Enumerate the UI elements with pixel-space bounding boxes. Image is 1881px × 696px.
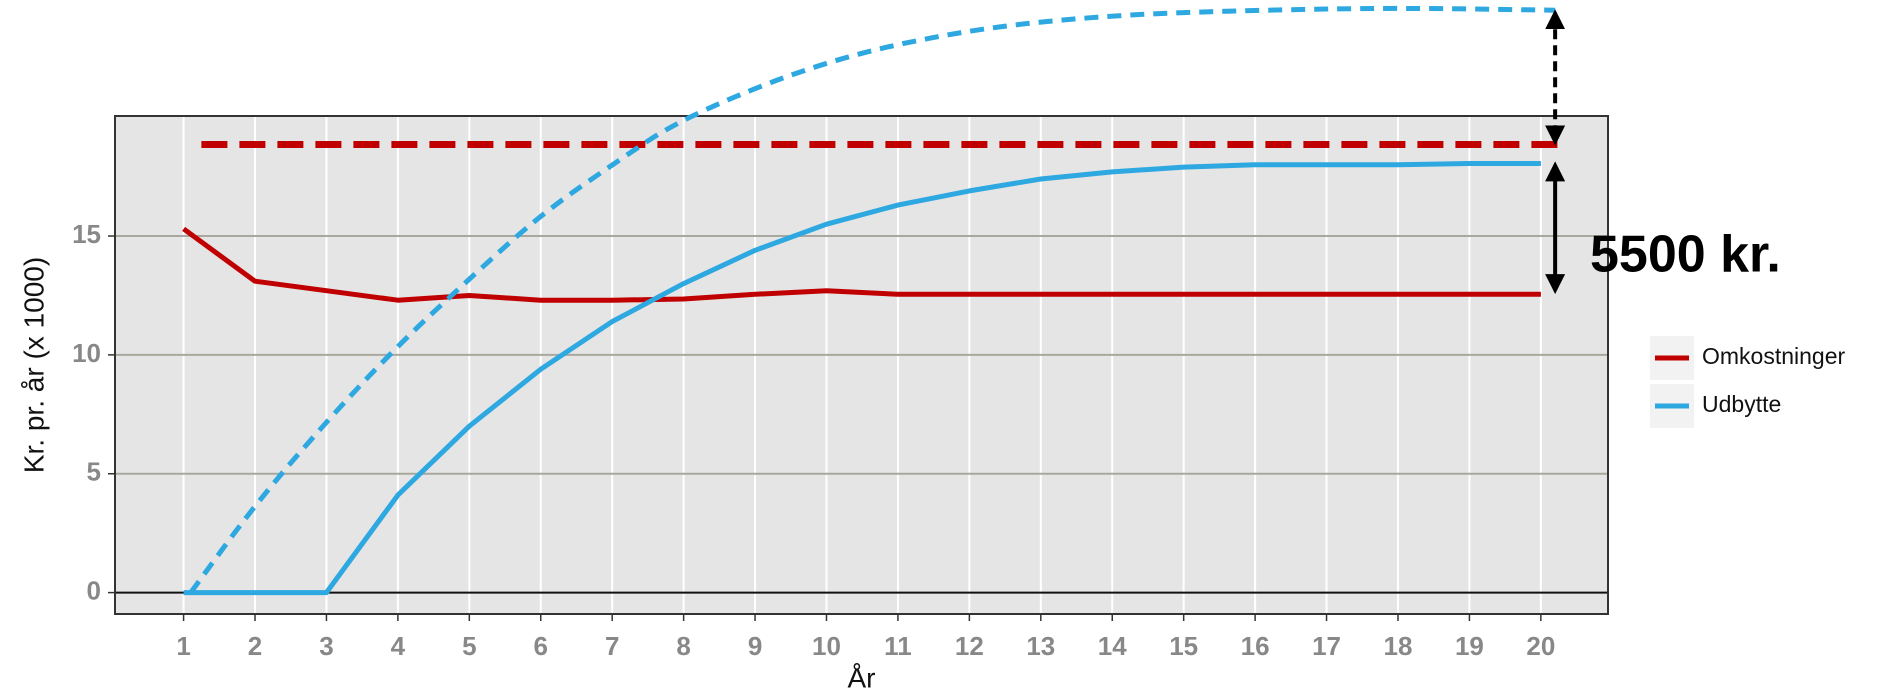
x-tick-label: 17 [1312, 631, 1341, 661]
plot-border [114, 115, 1609, 615]
x-tick-label: 16 [1241, 631, 1270, 661]
data-line [183, 161, 1541, 596]
plot-panel [115, 116, 1608, 614]
annotation: 5500 kr. [1590, 226, 1781, 284]
x-tick-label: 2 [248, 631, 262, 661]
x-tick-label: 19 [1455, 631, 1484, 661]
x-tick-label: 14 [1098, 631, 1127, 661]
x-tick-label: 20 [1526, 631, 1555, 661]
x-tick-label: 8 [676, 631, 690, 661]
overlay-line [188, 5, 1556, 595]
x-tick-label: 1 [176, 631, 190, 661]
x-tick-label: 13 [1026, 631, 1055, 661]
x-tick-label: 6 [534, 631, 548, 661]
x-tick-label: 3 [319, 631, 333, 661]
y-tick-label: 0 [87, 575, 101, 605]
x-tick-label: 9 [748, 631, 762, 661]
x-tick-label: 11 [884, 631, 912, 661]
x-tick-label: 10 [812, 631, 841, 661]
x-tick-label: 5 [462, 631, 476, 661]
x-tick-label: 18 [1384, 631, 1413, 661]
y-axis-title: Kr. pr. år (x 1000) [18, 257, 49, 473]
legend-label: Udbytte [1702, 391, 1781, 417]
y-tick-label: 5 [87, 457, 101, 487]
legend-label: Omkostninger [1702, 343, 1846, 369]
x-tick-label: 12 [955, 631, 984, 661]
x-tick-label: 15 [1169, 631, 1198, 661]
x-tick-label: 7 [605, 631, 619, 661]
data-line [182, 226, 1541, 303]
y-tick-label: 10 [72, 338, 101, 368]
x-axis-title: År [848, 662, 876, 693]
x-tick-label: 4 [391, 631, 406, 661]
y-tick-label: 15 [72, 219, 101, 249]
